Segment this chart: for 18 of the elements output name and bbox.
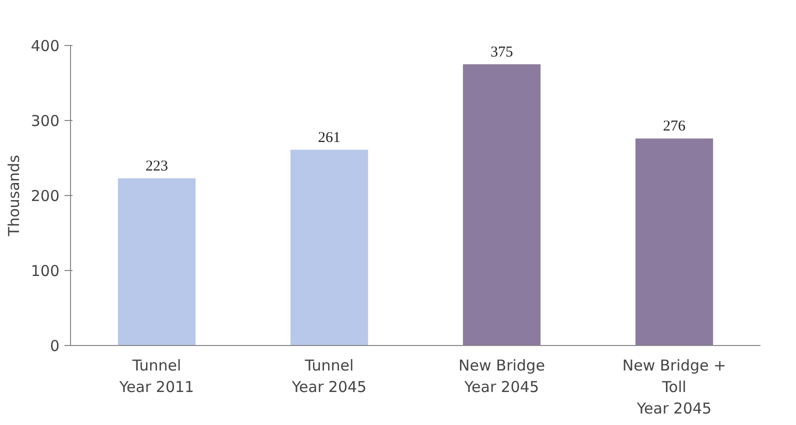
data-label: 261 xyxy=(318,130,340,146)
x-tick-label: Tunnel Year 2011 xyxy=(118,356,194,396)
bar xyxy=(290,150,368,346)
x-tick-label: New Bridge Year 2045 xyxy=(458,356,545,396)
y-tick-label: 300 xyxy=(30,112,60,130)
data-label: 276 xyxy=(663,118,686,134)
y-tick-label: 100 xyxy=(30,262,60,280)
y-tick-label: 0 xyxy=(50,337,60,355)
bar xyxy=(635,138,714,346)
x-tick-label: Tunnel Year 2045 xyxy=(290,356,367,396)
bar xyxy=(462,64,541,346)
y-axis-title: Thousands xyxy=(4,154,23,238)
x-tick-label: New Bridge + Toll Year 2045 xyxy=(622,356,726,418)
y-tick-label: 400 xyxy=(30,37,60,55)
data-label: 375 xyxy=(490,44,513,60)
data-label: 223 xyxy=(146,158,168,174)
y-tick-label: 200 xyxy=(30,187,60,205)
bar xyxy=(118,178,196,346)
